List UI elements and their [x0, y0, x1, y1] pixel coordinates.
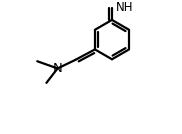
Text: N: N — [53, 62, 62, 75]
Text: NH: NH — [116, 1, 133, 14]
